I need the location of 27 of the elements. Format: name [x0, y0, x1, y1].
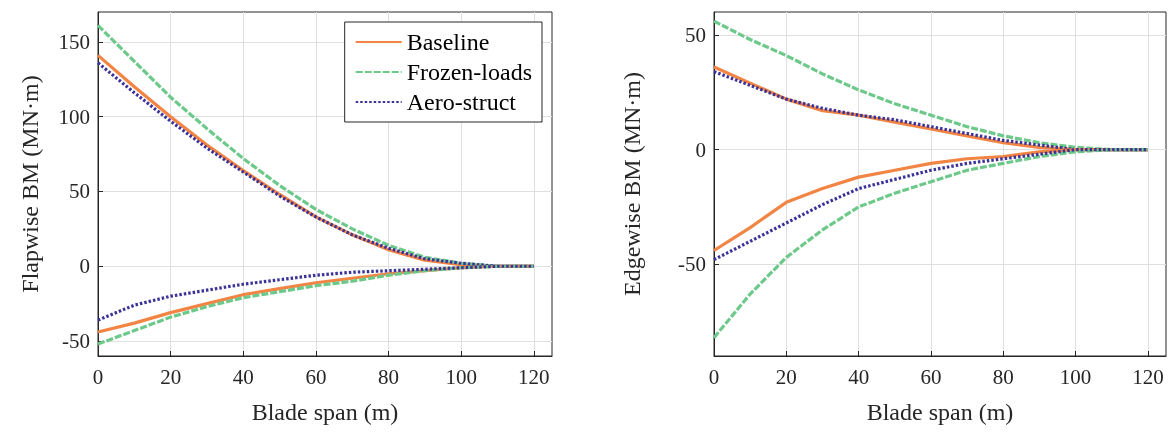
y-tick-label: 100	[58, 104, 90, 129]
x-axis-title: Blade span (m)	[866, 399, 1014, 425]
x-tick-label: 20	[160, 364, 182, 389]
x-tick-label: 40	[232, 364, 254, 389]
x-tick-label: 40	[848, 364, 870, 389]
y-axis-title: Edgewise BM (MN·m)	[619, 72, 645, 296]
x-tick-label: 60	[305, 364, 327, 389]
x-tick-label: 60	[920, 364, 942, 389]
y-tick-label: 0	[79, 254, 90, 279]
y-tick-label: 150	[58, 29, 90, 54]
y-axis-title: Flapwise BM (MN·m)	[17, 75, 43, 293]
legend-label: Baseline	[406, 29, 490, 55]
y-tick-label: 0	[695, 137, 706, 162]
x-tick-label: 120	[518, 364, 550, 389]
x-tick-label: 20	[775, 364, 797, 389]
x-tick-label: 100	[445, 364, 477, 389]
x-tick-label: 100	[1059, 364, 1092, 389]
x-tick-label: 120	[1132, 364, 1164, 389]
y-tick-label: -50	[62, 329, 90, 354]
legend-label: Frozen-loads	[406, 59, 532, 85]
y-tick-label: 50	[69, 179, 90, 204]
y-tick-label: -50	[678, 252, 706, 277]
y-tick-label: 50	[685, 22, 706, 47]
x-tick-label: 80	[378, 364, 400, 389]
x-tick-label: 80	[992, 364, 1014, 389]
legend-label: Aero-struct	[406, 89, 517, 115]
x-axis-title: Blade span (m)	[251, 399, 399, 425]
